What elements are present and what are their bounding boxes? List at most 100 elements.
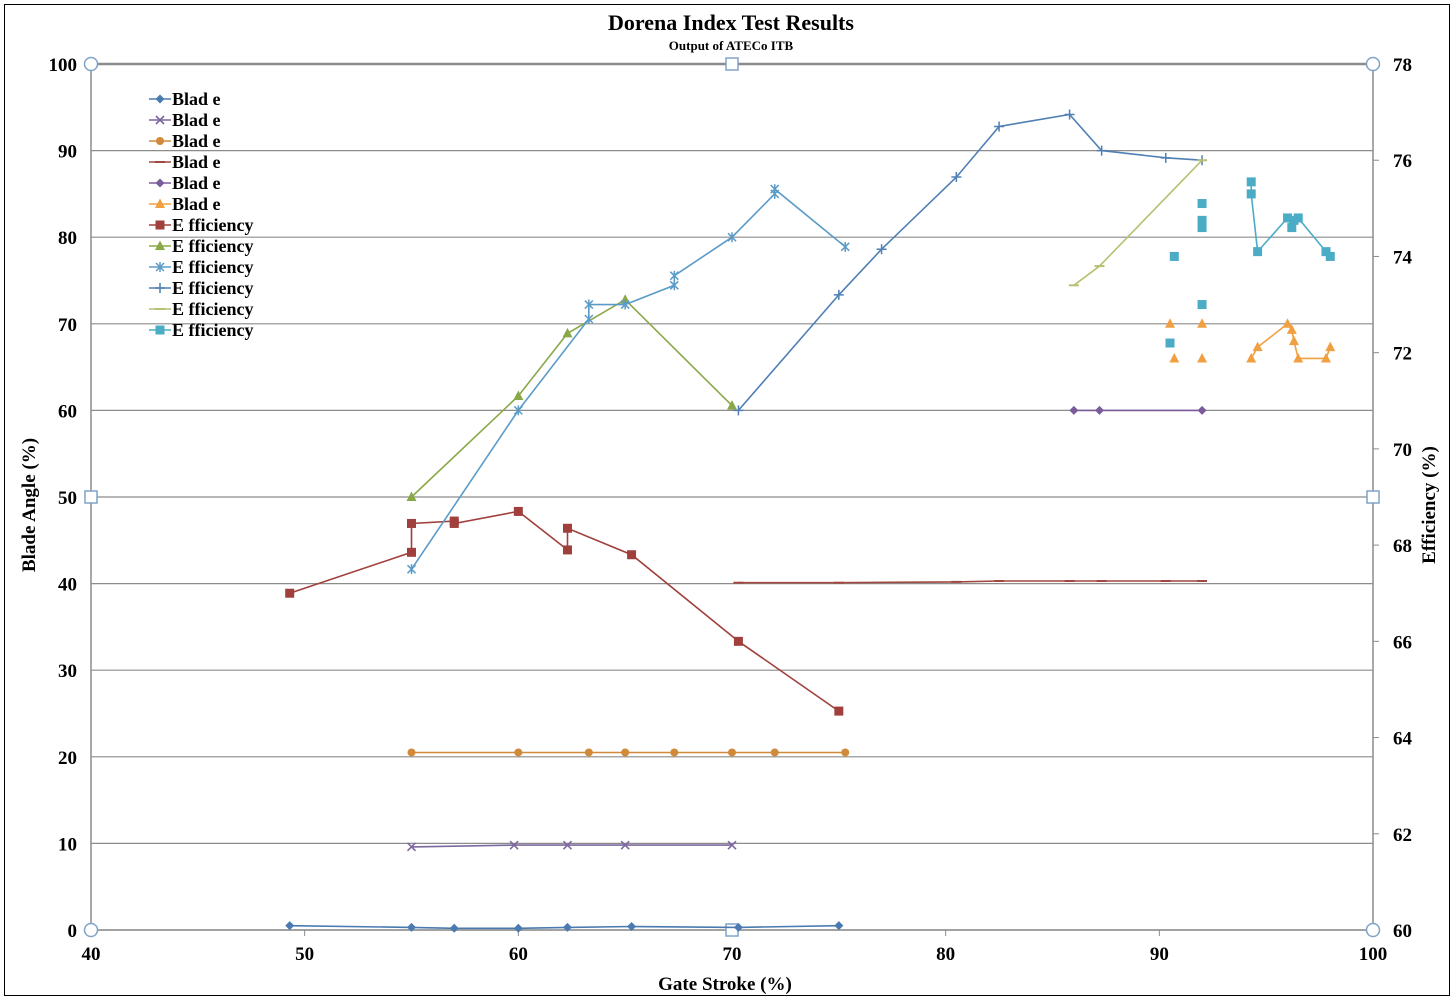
y-tick-label: 20 xyxy=(58,748,77,769)
data-point xyxy=(562,545,572,555)
data-point xyxy=(1253,247,1263,257)
resize-handle-corner[interactable] xyxy=(1365,922,1381,938)
gridlines xyxy=(91,63,1373,931)
legend-marker xyxy=(155,240,165,250)
legend-marker xyxy=(155,325,165,335)
legend-label: Blad e xyxy=(172,110,221,130)
data-point xyxy=(1169,352,1180,363)
legend-item: E fficiency xyxy=(149,236,253,256)
data-point xyxy=(669,270,679,281)
data-point xyxy=(406,842,417,852)
data-point xyxy=(562,840,573,850)
series-line xyxy=(411,844,732,848)
data-point xyxy=(727,232,737,243)
data-point xyxy=(407,922,416,932)
data-point xyxy=(1283,213,1293,223)
data-point xyxy=(733,922,743,932)
legend-label: E fficiency xyxy=(172,278,253,298)
data-point xyxy=(1160,152,1171,163)
x-tick-label: 100 xyxy=(1359,944,1388,965)
data-point xyxy=(513,390,524,400)
legend-label: E fficiency xyxy=(172,215,253,235)
series-12 xyxy=(1165,177,1335,348)
data-point xyxy=(834,921,844,931)
series-8 xyxy=(406,294,737,501)
series-line xyxy=(289,924,839,930)
data-point xyxy=(620,840,630,850)
y-tick-label: 10 xyxy=(58,834,77,855)
data-point xyxy=(1165,318,1176,328)
series-line xyxy=(410,187,846,570)
resize-handle-side[interactable] xyxy=(1366,490,1380,504)
resize-handle-side[interactable] xyxy=(84,490,98,504)
legend-label: E fficiency xyxy=(172,299,253,319)
data-point xyxy=(876,244,887,255)
legend-marker xyxy=(155,220,165,230)
legend-item: Blad e xyxy=(149,89,221,109)
series-4 xyxy=(733,580,1208,584)
series-10 xyxy=(733,109,1208,416)
y2-tick-label: 66 xyxy=(1393,632,1412,653)
data-point xyxy=(509,840,519,850)
resize-handle-corner[interactable] xyxy=(83,56,99,72)
legend-item: E fficiency xyxy=(149,257,253,277)
data-point xyxy=(1246,189,1256,199)
legend-item: Blad e xyxy=(149,131,221,151)
series-line xyxy=(738,580,1203,584)
chart-svg: Dorena Index Test Results Output of ATEC… xyxy=(19,10,1440,995)
data-point xyxy=(1286,324,1297,334)
data-point xyxy=(407,748,416,757)
x-tick-label: 50 xyxy=(295,944,314,965)
chart-subtitle: Output of ATECo ITB xyxy=(669,38,794,53)
data-point xyxy=(1325,251,1335,261)
data-point xyxy=(1165,338,1175,348)
legend-marker xyxy=(155,198,165,208)
data-point xyxy=(670,748,679,757)
series-line xyxy=(737,113,1203,411)
y-tick-label: 100 xyxy=(49,55,78,76)
data-point xyxy=(1246,177,1256,187)
data-point xyxy=(285,921,295,931)
series-9 xyxy=(406,184,850,575)
data-point xyxy=(407,547,416,557)
x-axis-label: Gate Stroke (%) xyxy=(658,974,792,995)
data-point xyxy=(1197,300,1207,310)
legend-label: Blad e xyxy=(172,173,221,193)
series-1 xyxy=(285,921,844,933)
data-point xyxy=(770,748,779,757)
data-point xyxy=(1197,318,1208,328)
data-point xyxy=(449,518,459,528)
series-5 xyxy=(1069,405,1207,415)
legend-item: E fficiency xyxy=(149,320,253,340)
data-point xyxy=(513,405,523,416)
legend-label: Blad e xyxy=(172,89,221,109)
series-2 xyxy=(406,840,737,852)
series-segment xyxy=(1257,217,1289,253)
resize-handle-corner[interactable] xyxy=(1365,56,1381,72)
legend-item: E fficiency xyxy=(149,299,253,319)
resize-handle-side[interactable] xyxy=(725,57,739,71)
legend-item: E fficiency xyxy=(149,278,253,298)
y-tick-label: 50 xyxy=(58,488,77,509)
data-point xyxy=(770,184,780,195)
resize-handle-corner[interactable] xyxy=(83,922,99,938)
axes: 0102030405060708090100606264666870727476… xyxy=(49,55,1413,965)
data-point xyxy=(406,564,417,575)
legend-item: Blad e xyxy=(149,152,221,172)
data-point xyxy=(627,922,637,932)
data-point xyxy=(994,121,1005,132)
y-axis-label: Blade Angle (%) xyxy=(19,438,40,572)
legend-item: E fficiency xyxy=(149,215,253,235)
y2-tick-label: 64 xyxy=(1393,729,1413,750)
data-point xyxy=(1197,215,1207,225)
data-point xyxy=(513,923,523,933)
chart-frame: Dorena Index Test Results Output of ATEC… xyxy=(4,4,1450,996)
legend-marker xyxy=(155,283,165,293)
data-point xyxy=(514,748,523,757)
data-point xyxy=(833,289,844,300)
data-point xyxy=(562,523,572,533)
legend-item: Blad e xyxy=(149,110,221,130)
data-point xyxy=(1293,213,1303,223)
x-tick-label: 40 xyxy=(82,944,101,965)
data-point xyxy=(1293,352,1304,363)
